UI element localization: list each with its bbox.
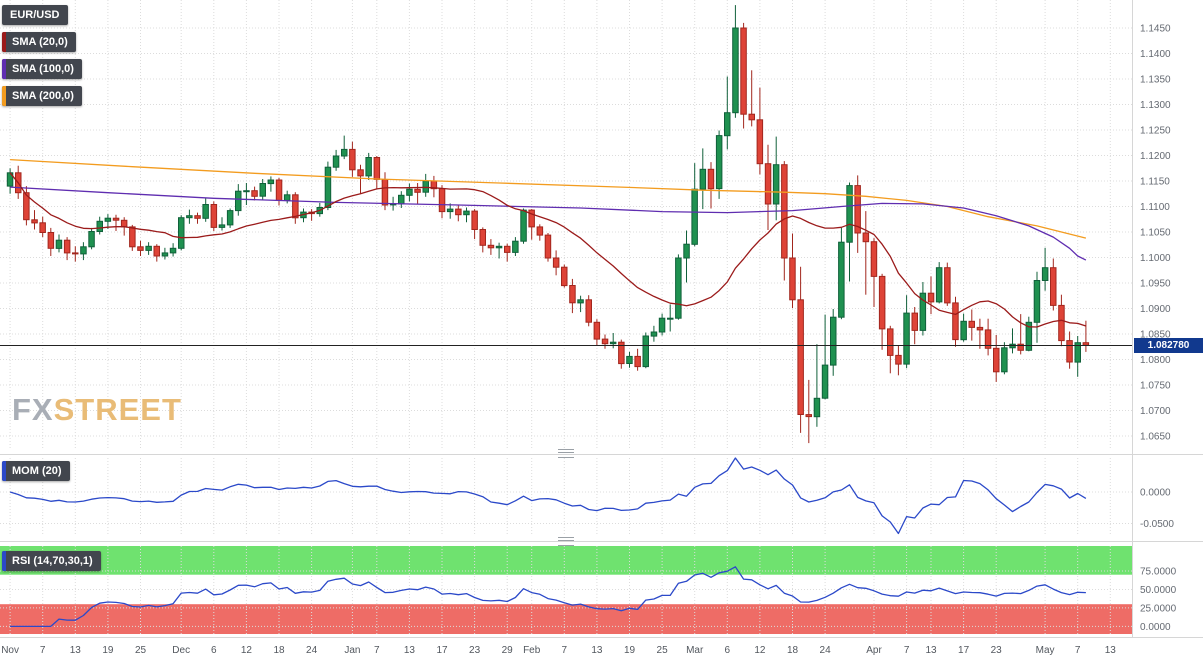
sma100-label: SMA (100,0) xyxy=(12,63,74,75)
momentum-label: MOM (20) xyxy=(12,465,62,477)
sma200-badge[interactable]: SMA (200,0) xyxy=(2,86,82,106)
svg-text:1.0800: 1.0800 xyxy=(1140,355,1171,366)
svg-text:1.1450: 1.1450 xyxy=(1140,24,1171,35)
svg-text:29: 29 xyxy=(502,645,514,656)
svg-text:13: 13 xyxy=(925,645,937,656)
sma100-color-swatch xyxy=(2,59,6,79)
svg-text:7: 7 xyxy=(374,645,380,656)
rsi-color-swatch xyxy=(2,551,6,571)
svg-text:1.1350: 1.1350 xyxy=(1140,75,1171,86)
candlestick-layer xyxy=(6,5,1090,444)
svg-text:6: 6 xyxy=(725,645,731,656)
svg-text:1.1250: 1.1250 xyxy=(1140,126,1171,137)
svg-text:1.1200: 1.1200 xyxy=(1140,151,1171,162)
svg-text:12: 12 xyxy=(754,645,766,656)
sma20-color-swatch xyxy=(2,32,6,52)
gridlines xyxy=(0,0,1132,634)
momentum-color-swatch xyxy=(2,461,6,481)
svg-text:25: 25 xyxy=(135,645,147,656)
svg-text:24: 24 xyxy=(306,645,318,656)
rsi-bands xyxy=(0,546,1132,634)
svg-text:13: 13 xyxy=(1105,645,1117,656)
svg-text:24: 24 xyxy=(820,645,832,656)
panel-resize-handle-momentum[interactable] xyxy=(558,449,574,458)
svg-text:1.0900: 1.0900 xyxy=(1140,304,1171,315)
rsi-label: RSI (14,70,30,1) xyxy=(12,555,93,567)
svg-text:23: 23 xyxy=(469,645,481,656)
svg-text:18: 18 xyxy=(787,645,799,656)
svg-text:13: 13 xyxy=(591,645,603,656)
svg-text:Mar: Mar xyxy=(686,645,704,656)
axis-labels: 1.1450 1.1400 1.1350 1.1300 1.1250 1.1200 1.11… xyxy=(1,24,1176,657)
fxstreet-watermark: FXSTREET xyxy=(12,392,182,428)
svg-text:25: 25 xyxy=(657,645,669,656)
svg-text:Apr: Apr xyxy=(866,645,882,656)
svg-text:1.0700: 1.0700 xyxy=(1140,406,1171,417)
panel-resize-handle-rsi[interactable] xyxy=(558,537,574,546)
svg-text:0.0000: 0.0000 xyxy=(1140,622,1171,633)
svg-text:1.1100: 1.1100 xyxy=(1140,202,1170,213)
svg-text:13: 13 xyxy=(404,645,416,656)
last-price-tag: 1.082780 xyxy=(1134,338,1203,353)
svg-text:19: 19 xyxy=(624,645,636,656)
rsi-line xyxy=(10,566,1086,628)
watermark-fx: FX xyxy=(12,392,54,427)
sma100-badge[interactable]: SMA (100,0) xyxy=(2,59,82,79)
svg-text:Dec: Dec xyxy=(172,645,190,656)
svg-text:1.0850: 1.0850 xyxy=(1140,330,1171,341)
svg-text:Jan: Jan xyxy=(344,645,360,656)
svg-text:6: 6 xyxy=(211,645,217,656)
svg-text:75.0000: 75.0000 xyxy=(1140,567,1177,578)
rsi-badge[interactable]: RSI (14,70,30,1) xyxy=(2,551,101,571)
svg-text:1.1050: 1.1050 xyxy=(1140,228,1171,239)
svg-text:7: 7 xyxy=(40,645,46,656)
svg-text:7: 7 xyxy=(904,645,910,656)
sma20-badge[interactable]: SMA (20,0) xyxy=(2,32,76,52)
svg-text:19: 19 xyxy=(102,645,114,656)
svg-text:1.1300: 1.1300 xyxy=(1140,100,1171,111)
svg-text:1.1000: 1.1000 xyxy=(1140,253,1171,264)
svg-text:25.0000: 25.0000 xyxy=(1140,603,1177,614)
svg-text:12: 12 xyxy=(241,645,253,656)
svg-text:17: 17 xyxy=(436,645,448,656)
svg-text:May: May xyxy=(1036,645,1055,656)
svg-text:7: 7 xyxy=(562,645,568,656)
svg-text:1.0750: 1.0750 xyxy=(1140,381,1171,392)
svg-text:Feb: Feb xyxy=(523,645,541,656)
svg-text:1.1400: 1.1400 xyxy=(1140,49,1171,60)
svg-text:-0.0500: -0.0500 xyxy=(1140,519,1174,530)
svg-text:23: 23 xyxy=(991,645,1003,656)
svg-text:1.1150: 1.1150 xyxy=(1140,177,1170,188)
svg-text:1.0950: 1.0950 xyxy=(1140,279,1171,290)
svg-text:50.0000: 50.0000 xyxy=(1140,585,1177,596)
momentum-line xyxy=(9,457,1087,535)
svg-text:1.0650: 1.0650 xyxy=(1140,432,1171,443)
overlay-lines xyxy=(9,158,1087,328)
sma200-label: SMA (200,0) xyxy=(12,90,74,102)
momentum-badge[interactable]: MOM (20) xyxy=(2,461,70,481)
watermark-street: STREET xyxy=(53,392,182,427)
svg-text:13: 13 xyxy=(70,645,82,656)
panel-borders xyxy=(0,0,1203,638)
sma200-color-swatch xyxy=(2,86,6,106)
svg-text:0.0000: 0.0000 xyxy=(1140,488,1171,499)
symbol-badge[interactable]: EUR/USD xyxy=(2,5,68,25)
sma20-label: SMA (20,0) xyxy=(12,36,68,48)
svg-text:7: 7 xyxy=(1075,645,1081,656)
svg-text:18: 18 xyxy=(273,645,285,656)
svg-text:17: 17 xyxy=(958,645,970,656)
svg-text:Nov: Nov xyxy=(1,645,19,656)
symbol-label: EUR/USD xyxy=(10,9,60,21)
